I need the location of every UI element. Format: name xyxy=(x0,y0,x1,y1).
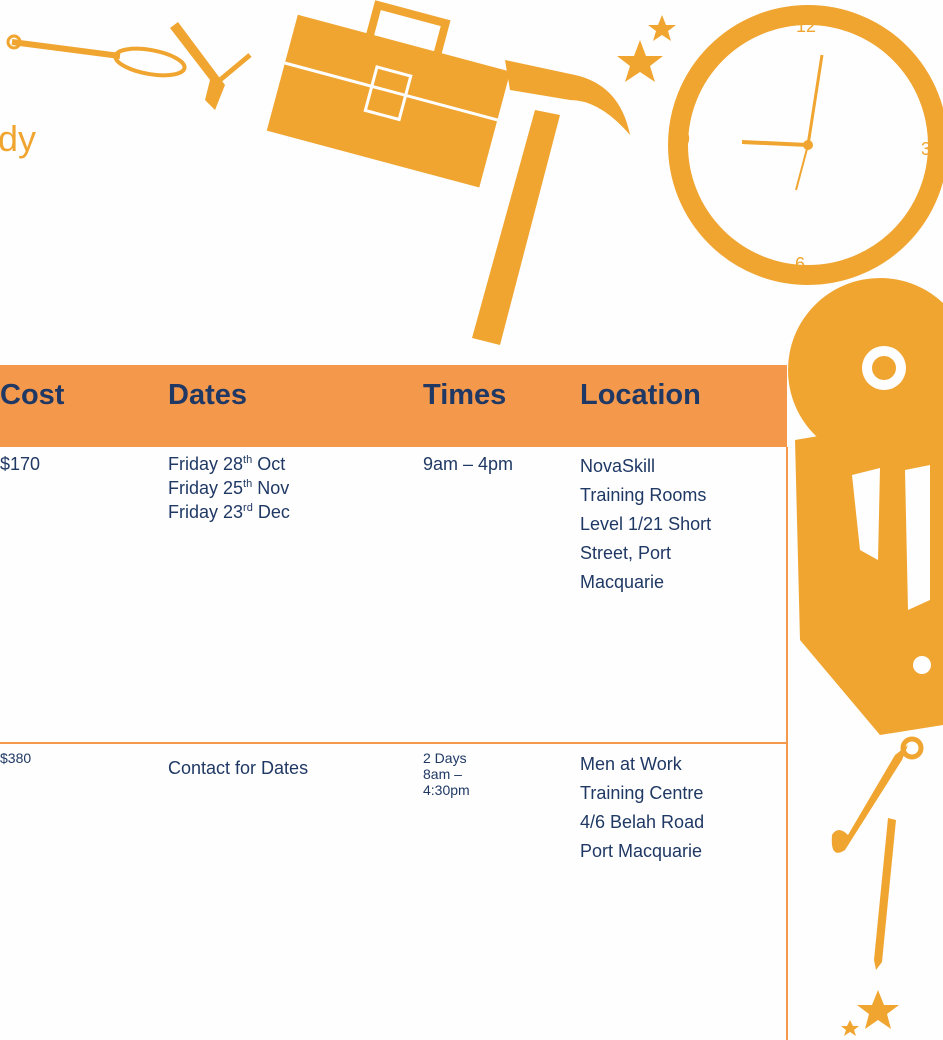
briefcase xyxy=(266,0,511,188)
header-cell: Location xyxy=(580,379,701,411)
location-cell: Men at Work Training Centre 4/6 Belah Road… xyxy=(580,750,704,866)
heading-fragment: dy xyxy=(0,118,37,159)
dates-cell: Friday 28th Oct Friday 25th Nov Friday 23r… xyxy=(168,452,290,524)
time-line: 9am – 4pm xyxy=(423,454,514,474)
hammer xyxy=(472,110,560,345)
date-suffix: th xyxy=(243,478,253,490)
date-text: Friday 23 xyxy=(168,502,244,522)
date-suffix: th xyxy=(243,454,253,466)
date-text: Oct xyxy=(252,454,286,474)
corkscrew xyxy=(170,22,225,110)
location-line: NovaSkill xyxy=(580,456,656,476)
wrench xyxy=(831,745,908,853)
header-cell: Cost xyxy=(0,379,65,411)
date-line: Friday 28th Oct xyxy=(168,452,290,476)
clock-numeral: 12 xyxy=(796,16,816,36)
table-border xyxy=(0,742,788,744)
location-line: Level 1/21 Short xyxy=(580,514,712,534)
date-text: Friday 28 xyxy=(168,454,244,474)
date-text: Contact for Dates xyxy=(168,758,309,778)
date-line: Contact for Dates xyxy=(168,756,308,780)
location-line: Port Macquarie xyxy=(580,841,703,861)
times-cell: 2 Days 8am –4:30pm xyxy=(423,750,470,798)
whisk xyxy=(11,39,121,59)
pen xyxy=(874,818,896,970)
date-text: Friday 25 xyxy=(168,478,244,498)
date-text: Dec xyxy=(252,502,290,522)
date-suffix: rd xyxy=(243,502,253,514)
time-line: 8am – xyxy=(423,766,462,782)
location-cell: NovaSkill Training Rooms Level 1/21 Short S… xyxy=(580,452,711,597)
cost-cell: $380 xyxy=(0,750,32,766)
cost-cell: $170 xyxy=(0,454,41,474)
date-line: Friday 23rd Dec xyxy=(168,500,290,524)
location-line: Men at Work xyxy=(580,754,682,774)
clock-numeral: 6 xyxy=(795,254,805,274)
date-line: Friday 25th Nov xyxy=(168,476,290,500)
time-line: 2 Days xyxy=(423,750,467,766)
clock-numeral: 9 xyxy=(680,129,690,149)
location-line: Street, Port xyxy=(580,543,672,563)
date-text: Nov xyxy=(252,478,290,498)
location-line: 4/6 Belah Road xyxy=(580,812,705,832)
dates-cell: Contact for Dates xyxy=(168,756,308,780)
location-line: Training Centre xyxy=(580,783,704,803)
table-header: Cost Dates Times Location xyxy=(0,365,787,447)
times-cell: 9am – 4pm xyxy=(423,452,513,476)
star xyxy=(617,40,663,82)
header-cell: Dates xyxy=(168,379,247,411)
location-line: Training Rooms xyxy=(580,485,707,505)
header-cell: Times xyxy=(423,379,507,411)
time-line: 4:30pm xyxy=(423,782,470,798)
clock-numeral: 3 xyxy=(921,139,931,159)
location-line: Macquarie xyxy=(580,572,665,592)
